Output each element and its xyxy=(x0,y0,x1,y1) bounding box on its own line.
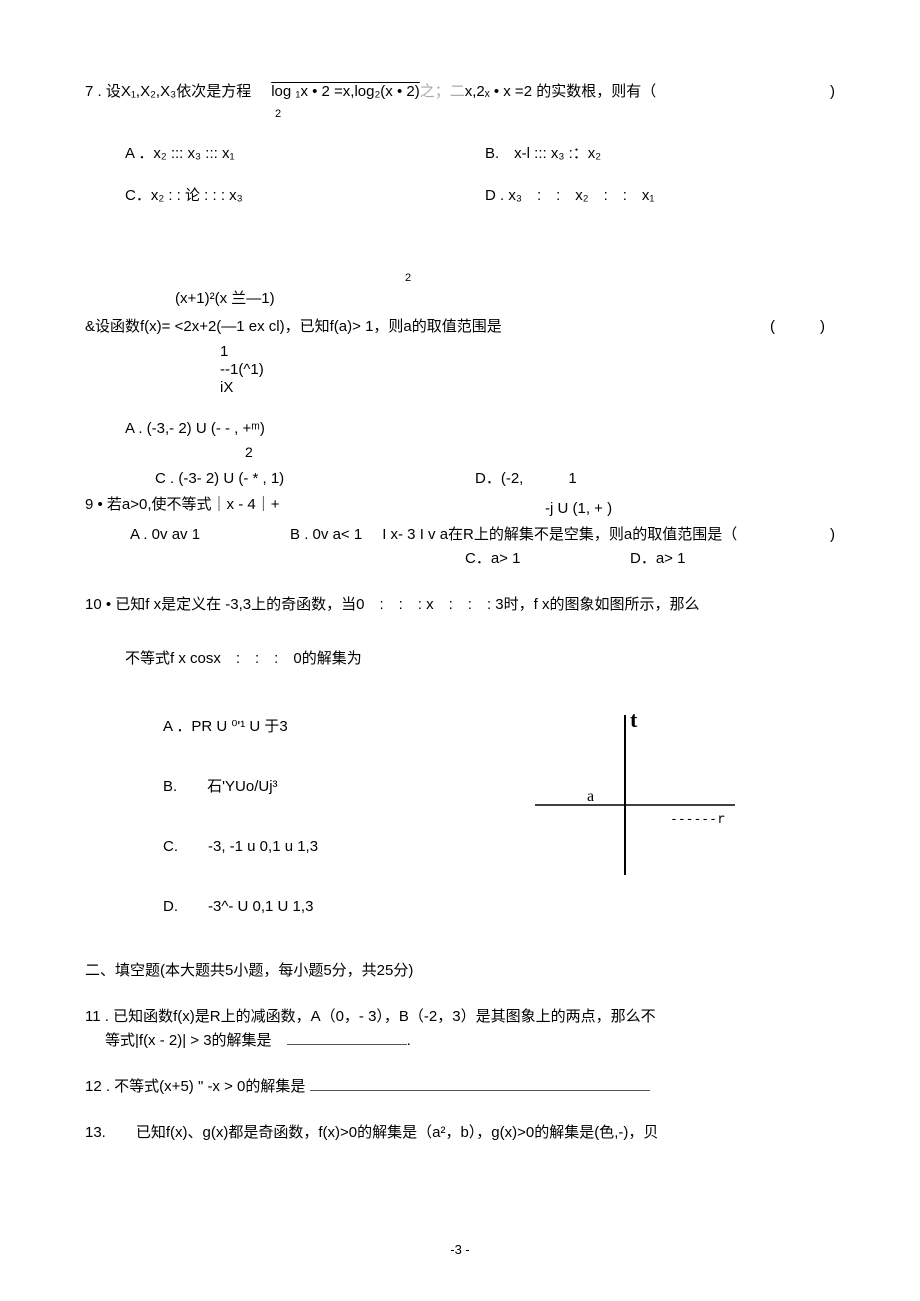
blank-line xyxy=(310,1090,650,1091)
q8-optA-sub: 2 xyxy=(245,441,835,463)
q7-optD: D . x₃ : : x₂ : : x₁ xyxy=(485,184,835,208)
q10: 10 • 已知f x是定义在 -3,3上的奇函数，当0 : : : x : : … xyxy=(85,593,835,919)
q7-stem: 7 . 设X₁,X₂,X₃依次是方程 log ₁x • 2 =x,log₂(x … xyxy=(85,80,835,104)
q8-opts: A . (-3,- 2) U (- - , +ᵐ) 2 C . (-3- 2) … xyxy=(85,417,835,491)
blank-line xyxy=(287,1044,407,1045)
svg-text:t: t xyxy=(630,707,638,732)
q7-eq: log ₁x • 2 =x,log₂(x • 2)之；二x,2ₓ • x =2 … xyxy=(271,80,656,104)
q8-frac: 1 --1(^1) iX xyxy=(220,343,835,397)
q8-optD: D．(-2, 1 xyxy=(475,467,577,491)
q13: 13. 已知f(x)、g(x)都是奇函数，f(x)>0的解集是（a²，b），g(… xyxy=(85,1121,835,1145)
svg-text:a: a xyxy=(587,788,594,805)
q9-optB: B . 0v a< 1 xyxy=(290,523,362,547)
q8-formula1: (x+1)²(x 兰—1) xyxy=(175,287,835,311)
q7-optB: B. x-l ::: x₃ :：x₂ xyxy=(485,142,835,166)
q8-optC: C . (-3- 2) U (- * , 1) xyxy=(155,467,475,491)
q7-prefix: 7 . 设X₁,X₂,X₃依次是方程 xyxy=(85,80,251,104)
q8-line2: &设函数f(x)= <2x+2(—1 ex cl)，已知f(a)> 1，则a的取… xyxy=(85,315,835,339)
q7-optC: C．x₂ : : 论 : : : x₃ xyxy=(125,184,485,208)
q9-row2: A . 0v av 1 B . 0v a< 1 I x- 3 I v a在R上的… xyxy=(130,523,835,547)
q11-l1: 11 . 已知函数f(x)是R上的减函数，A（0，- 3），B（-2，3）是其图… xyxy=(85,1005,835,1029)
q11-l2: 等式|f(x - 2)| > 3的解集是 . xyxy=(105,1029,835,1053)
q7-options-row1: A ．x₂ ::: x₃ ::: x₁ B. x-l ::: x₃ :：x₂ xyxy=(125,142,835,166)
q10-graph: t a ------r xyxy=(515,705,775,885)
q10-line2: 不等式f x cosx : : : 0的解集为 xyxy=(125,647,835,671)
q9-stem2: I x- 3 I v a在R上的解集不是空集，则a的取值范围是（ xyxy=(382,523,737,547)
q12: 12 . 不等式(x+5) " -x > 0的解集是 xyxy=(85,1075,835,1099)
q8-optA: A . (-3,- 2) U (- - , +ᵐ) xyxy=(125,417,835,441)
page-number: -3 - xyxy=(450,1240,470,1261)
q11: 11 . 已知函数f(x)是R上的减函数，A（0，- 3），B（-2，3）是其图… xyxy=(85,1005,835,1053)
q7-tiny2: 2 xyxy=(275,106,835,124)
svg-text:------r: ------r xyxy=(670,812,725,827)
q10-opts: A ．PR U ⁰'¹ U 于3 B. 石'YUo/Uj³ C. -3, -1 … xyxy=(85,715,835,919)
q8-sup2: 2 xyxy=(405,272,411,284)
q9-row3: C．a> 1 D．a> 1 xyxy=(465,547,835,571)
q10-optD: D. -3^- U 0,1 U 1,3 xyxy=(125,895,835,919)
q9-paren: ) xyxy=(830,523,835,547)
q7-options-row2: C．x₂ : : 论 : : : x₃ D . x₃ : : x₂ : : x₁ xyxy=(125,184,835,208)
q9-optA: A . 0v av 1 xyxy=(130,523,200,547)
section2-title: 二、填空题(本大题共5小题，每小题5分，共25分) xyxy=(85,959,835,983)
q8-jU: -j U (1, + ) xyxy=(545,497,835,521)
q9-optC: C．a> 1 xyxy=(465,547,630,571)
q10-line1: 10 • 已知f x是定义在 -3,3上的奇函数，当0 : : : x : : … xyxy=(85,593,835,617)
q7-paren: ) xyxy=(830,80,835,104)
q7-optA: A ．x₂ ::: x₃ ::: x₁ xyxy=(125,142,485,166)
q8-block: 2 (x+1)²(x 兰—1) &设函数f(x)= <2x+2(—1 ex cl… xyxy=(85,263,835,491)
q8-optCD: C . (-3- 2) U (- * , 1) D．(-2, 1 xyxy=(155,467,835,491)
q9-optD: D．a> 1 xyxy=(630,547,685,571)
q8-paren: ( ) xyxy=(770,315,825,339)
